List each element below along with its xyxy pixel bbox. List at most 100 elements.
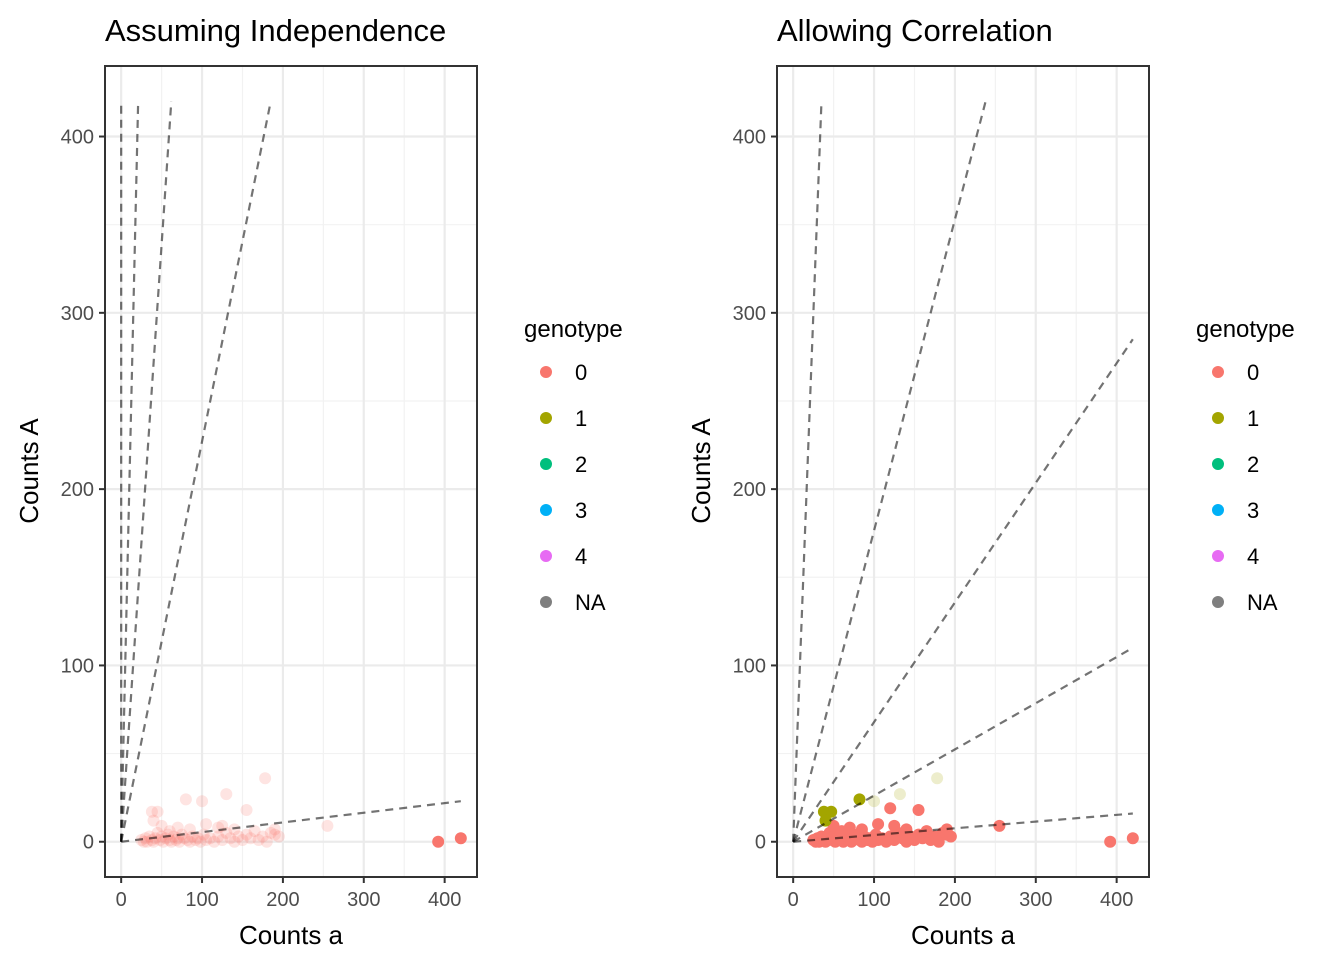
- reference-lines: [792, 100, 1134, 843]
- reference-line: [792, 100, 987, 843]
- x-tick-label: 400: [428, 889, 461, 911]
- data-point: [931, 772, 944, 785]
- data-point: [819, 814, 832, 827]
- data-point: [208, 835, 221, 848]
- legend: 0 1 2 3 4 NA: [540, 360, 606, 615]
- data-point: [157, 835, 170, 848]
- data-point: [1126, 832, 1139, 845]
- data-point: [1104, 835, 1117, 848]
- reference-line: [120, 101, 140, 842]
- data-point: [454, 832, 467, 845]
- panel-title: Allowing Correlation: [777, 13, 1053, 48]
- data-point: [162, 828, 175, 841]
- panel-assuming-independence: Assuming Independence Counts a Counts A …: [14, 13, 623, 950]
- data-point: [181, 833, 194, 846]
- y-tick-label: 100: [61, 655, 94, 677]
- data-point: [228, 823, 241, 836]
- reference-line: [792, 646, 1134, 843]
- legend-key: [1212, 504, 1224, 516]
- legend-key: [1212, 412, 1224, 424]
- y-tick-label: 300: [733, 303, 766, 325]
- data-point: [183, 835, 196, 848]
- data-point: [259, 772, 272, 785]
- legend-key: [1212, 366, 1224, 378]
- data-point: [143, 830, 156, 843]
- x-tick-label: 0: [116, 889, 127, 911]
- legend-key: [540, 596, 552, 608]
- data-point: [171, 821, 184, 834]
- panel-border: [104, 65, 478, 878]
- x-axis-label: Counts a: [239, 920, 344, 950]
- legend-key: [540, 366, 552, 378]
- data-point: [145, 805, 158, 818]
- data-point: [268, 828, 281, 841]
- y-axis-label: Counts A: [14, 418, 44, 524]
- y-tick-label: 400: [61, 127, 94, 149]
- points: [807, 772, 1139, 848]
- data-point: [151, 805, 164, 818]
- legend-title: genotype: [524, 316, 623, 343]
- x-tick-label: 100: [185, 889, 218, 911]
- data-point: [432, 835, 445, 848]
- data-point: [147, 814, 160, 827]
- data-point: [268, 823, 281, 836]
- data-point: [192, 832, 204, 845]
- legend-key: [540, 550, 552, 562]
- data-point: [220, 788, 233, 801]
- legend-label: NA: [1247, 590, 1278, 615]
- data-point: [163, 825, 176, 838]
- data-point: [194, 835, 207, 848]
- data-point: [872, 818, 885, 831]
- x-tick-label: 100: [857, 889, 890, 911]
- data-point: [240, 804, 253, 817]
- data-point: [200, 833, 213, 846]
- legend-key: [540, 458, 552, 470]
- reference-line: [120, 101, 272, 842]
- data-point: [155, 819, 168, 832]
- data-point: [212, 830, 225, 843]
- legend-label: 0: [575, 360, 587, 385]
- data-point: [256, 830, 269, 843]
- x-tick-label: 300: [1019, 889, 1052, 911]
- legend-key: [1212, 458, 1224, 470]
- data-point: [173, 835, 186, 848]
- panel-allowing-correlation: Allowing Correlation Counts a Counts A g…: [686, 13, 1295, 950]
- legend-label: 2: [1247, 452, 1259, 477]
- reference-line: [121, 800, 461, 843]
- data-point: [204, 832, 217, 845]
- data-point: [151, 826, 164, 839]
- reference-line: [792, 101, 823, 842]
- gridlines: [777, 66, 1149, 877]
- data-point: [264, 826, 277, 839]
- y-tick-label: 400: [733, 127, 766, 149]
- x-axis-label: Counts a: [911, 920, 1016, 950]
- reference-lines: [120, 101, 461, 843]
- legend-key: [540, 412, 552, 424]
- data-point: [170, 833, 183, 846]
- data-point: [200, 818, 213, 831]
- data-point: [232, 830, 245, 843]
- reference-line: [120, 101, 173, 842]
- data-point: [240, 828, 253, 841]
- legend-label: NA: [575, 590, 606, 615]
- gridlines: [105, 66, 477, 877]
- legend: 0 1 2 3 4 NA: [1212, 360, 1278, 615]
- data-point: [248, 825, 261, 838]
- axes: 0 100 200 300 400 0 100 200 300 400: [733, 127, 1134, 911]
- x-tick-label: 400: [1100, 889, 1133, 911]
- y-tick-label: 100: [733, 655, 766, 677]
- data-point: [252, 833, 265, 846]
- legend-label: 2: [575, 452, 587, 477]
- data-point: [825, 805, 838, 818]
- data-point: [228, 835, 241, 848]
- legend-label: 4: [575, 544, 587, 569]
- data-point: [196, 795, 209, 808]
- legend-label: 3: [575, 498, 587, 523]
- data-point: [179, 793, 192, 806]
- legend-key: [1212, 550, 1224, 562]
- y-tick-label: 300: [61, 303, 94, 325]
- axes: 0 100 200 300 400 0 100 200 300 400: [61, 127, 462, 911]
- data-point: [900, 823, 913, 836]
- data-point: [155, 830, 168, 843]
